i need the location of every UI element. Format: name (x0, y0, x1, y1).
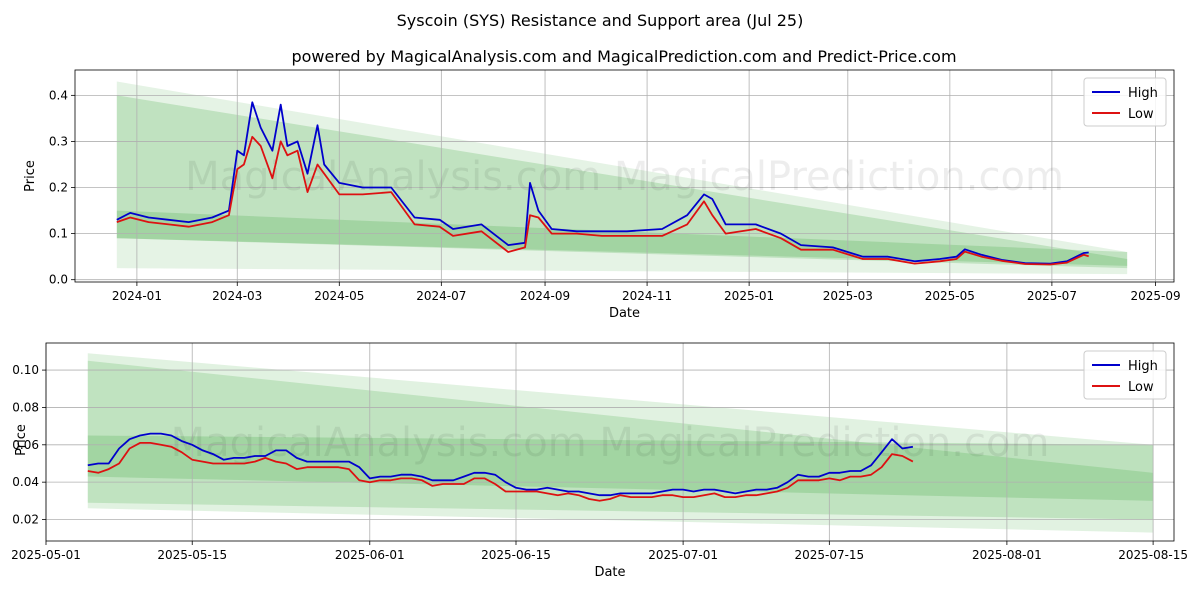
watermark: MagicalAnalysis.com MagicalPrediction.co… (185, 154, 1064, 200)
x-tick-label: 2025-05-01 (11, 548, 81, 562)
series-low-line (87, 442, 914, 502)
band-2 (87, 435, 1154, 501)
x-tick-label: 2024-07 (416, 289, 466, 303)
y-tick-label: 0.1 (49, 227, 68, 241)
watermark: MagicalAnalysis.com MagicalPrediction.co… (171, 420, 1050, 466)
x-tick-label: 2025-06-01 (335, 548, 405, 562)
series-high-line (116, 101, 1089, 265)
legend-label-low: Low (1128, 380, 1154, 395)
y-tick-label: 0.08 (12, 400, 39, 414)
chart-title: Syscoin (SYS) Resistance and Support are… (397, 11, 804, 30)
series-lines (116, 101, 1089, 266)
x-tick-label: 2025-01 (724, 289, 774, 303)
support-resistance-bands (87, 353, 1154, 533)
y-axis-label: Price (14, 424, 29, 456)
top-chart-panel: 2024-01 2024-03 2024-05 2024-07 2024-09 2024-… (23, 69, 1181, 321)
y-axis-label: Price (23, 160, 38, 192)
x-tick-label: 2024-11 (622, 289, 672, 303)
band-1 (116, 95, 1128, 266)
y-tick-label: 0.06 (12, 438, 39, 452)
x-tick-label: 2025-09 (1131, 289, 1181, 303)
legend-label-high: High (1128, 359, 1158, 374)
y-tick-label: 0.4 (49, 88, 68, 102)
y-tick-label: 0.3 (49, 134, 68, 148)
legend-label-low: Low (1128, 107, 1154, 122)
chart-subtitle: powered by MagicalAnalysis.com and Magic… (291, 47, 956, 66)
x-tick-label: 2025-07-15 (794, 548, 864, 562)
x-tick-label: 2024-01 (112, 289, 162, 303)
x-tick-label: 2024-03 (212, 289, 262, 303)
band-1 (87, 360, 1154, 520)
band-0 (116, 81, 1128, 275)
series-high-line (87, 432, 914, 497)
series-lines (87, 432, 914, 502)
x-axis-label: Date (609, 306, 640, 321)
y-tick-label: 0.2 (49, 181, 68, 195)
x-tick-label: 2025-08-15 (1118, 548, 1188, 562)
band-2 (116, 210, 1128, 269)
support-resistance-bands (116, 81, 1128, 275)
x-tick-label: 2025-08-01 (972, 548, 1042, 562)
plot-frame (74, 69, 1175, 283)
y-tick-label: 0.10 (12, 363, 39, 377)
plot-frame (45, 342, 1175, 542)
y-tick-label: 0.02 (12, 513, 39, 527)
y-tick-label: 0.0 (49, 273, 68, 287)
x-tick-label: 2025-07-01 (648, 548, 718, 562)
legend-label-high: High (1128, 86, 1158, 101)
x-tick-label: 2025-07 (1027, 289, 1077, 303)
legend: High Low (1083, 350, 1167, 400)
x-axis-label: Date (594, 565, 625, 580)
series-low-line (116, 135, 1089, 266)
x-tick-label: 2025-05-15 (157, 548, 227, 562)
legend: High Low (1083, 77, 1167, 127)
y-tick-label: 0.04 (12, 475, 39, 489)
x-tick-label: 2025-05 (925, 289, 975, 303)
x-tick-label: 2024-05 (314, 289, 364, 303)
x-tick-label: 2024-09 (520, 289, 570, 303)
band-0 (87, 353, 1154, 533)
x-tick-label: 2025-03 (823, 289, 873, 303)
grid-lines (75, 70, 1174, 282)
bottom-chart-panel: 2025-05-01 2025-05-15 2025-06-01 2025-06-15… (11, 342, 1188, 580)
x-tick-label: 2025-06-15 (481, 548, 551, 562)
